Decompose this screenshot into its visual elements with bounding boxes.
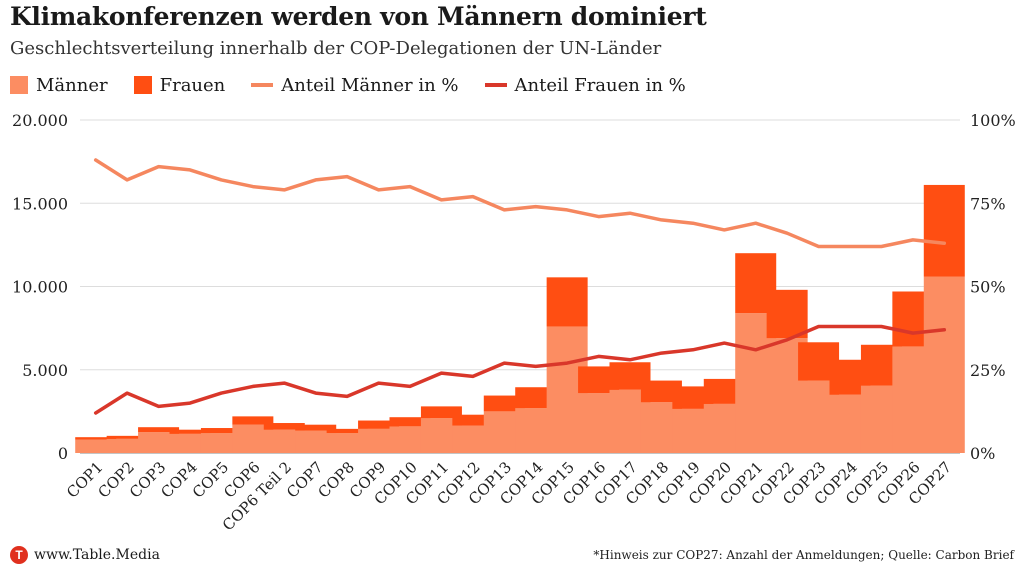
bar-women [106, 435, 148, 439]
bar-men [169, 433, 211, 453]
legend-label-men-share: Anteil Männer in % [281, 74, 459, 96]
footer-note: *Hinweis zur COP27: Anzahl der Anmeldung… [593, 548, 1014, 562]
bar-women [232, 416, 274, 425]
y-tick-label-right: 75% [970, 194, 1006, 213]
bar-women [263, 423, 305, 430]
legend-label-men: Männer [36, 74, 108, 96]
y-tick-label-right: 25% [970, 361, 1006, 380]
bar-men [263, 429, 305, 453]
bar-women [326, 428, 368, 434]
y-tick-label-right: 50% [970, 278, 1006, 297]
bar-women [420, 406, 462, 419]
legend-swatch-women-share [484, 83, 507, 87]
y-tick-label-left: 10.000 [12, 278, 68, 297]
bar-women [295, 424, 337, 431]
bar-men [75, 439, 117, 453]
bar-women [672, 386, 714, 409]
y-tick-label-right: 100% [970, 111, 1016, 130]
bar-women [138, 427, 180, 433]
bar-women [200, 428, 242, 434]
y-tick-label-left: 15.000 [12, 194, 68, 213]
bar-men [923, 276, 965, 453]
bar-women [546, 277, 588, 327]
bar-women [766, 289, 808, 339]
bar-women [515, 387, 557, 409]
bar-women [923, 184, 965, 277]
y-tick-label-left: 5.000 [22, 361, 68, 380]
legend-swatch-men-share [251, 83, 274, 87]
chart-legend: Männer Frauen Anteil Männer in % Anteil … [10, 72, 712, 98]
line-women-share [93, 324, 947, 415]
footer-source-site: www.Table.Media [34, 547, 160, 563]
legend-swatch-women [133, 76, 152, 94]
legend-item-women: Frauen [133, 74, 226, 96]
bar-men [200, 433, 242, 453]
y-tick-label-right: 0% [970, 444, 995, 463]
bar-women [358, 420, 400, 429]
y-tick-label-left: 0 [58, 444, 68, 463]
legend-label-women: Frauen [159, 74, 226, 96]
bar-women [483, 395, 525, 412]
bar-men [326, 433, 368, 453]
bar-men [138, 432, 180, 453]
chart-subtitle: Geschlechtsverteilung innerhalb der COP-… [10, 38, 662, 59]
legend-item-women-share: Anteil Frauen in % [484, 74, 686, 96]
bar-women [452, 414, 494, 426]
chart-title: Klimakonferenzen werden von Männern domi… [10, 2, 707, 31]
legend-item-men-share: Anteil Männer in % [251, 74, 459, 96]
legend-label-women-share: Anteil Frauen in % [514, 74, 686, 96]
legend-item-men: Männer [10, 75, 108, 96]
bar-women [389, 417, 431, 427]
bar-women [169, 429, 211, 434]
bar-women [640, 380, 682, 403]
bar-men [295, 430, 337, 453]
table-media-logo-icon: T [10, 546, 28, 564]
y-tick-label-left: 20.000 [12, 111, 68, 130]
bar-women [75, 437, 117, 440]
bar-men [106, 438, 148, 453]
legend-swatch-men [10, 76, 28, 94]
line-men-share [93, 158, 947, 249]
footer-brand: T www.Table.Media [10, 546, 160, 564]
